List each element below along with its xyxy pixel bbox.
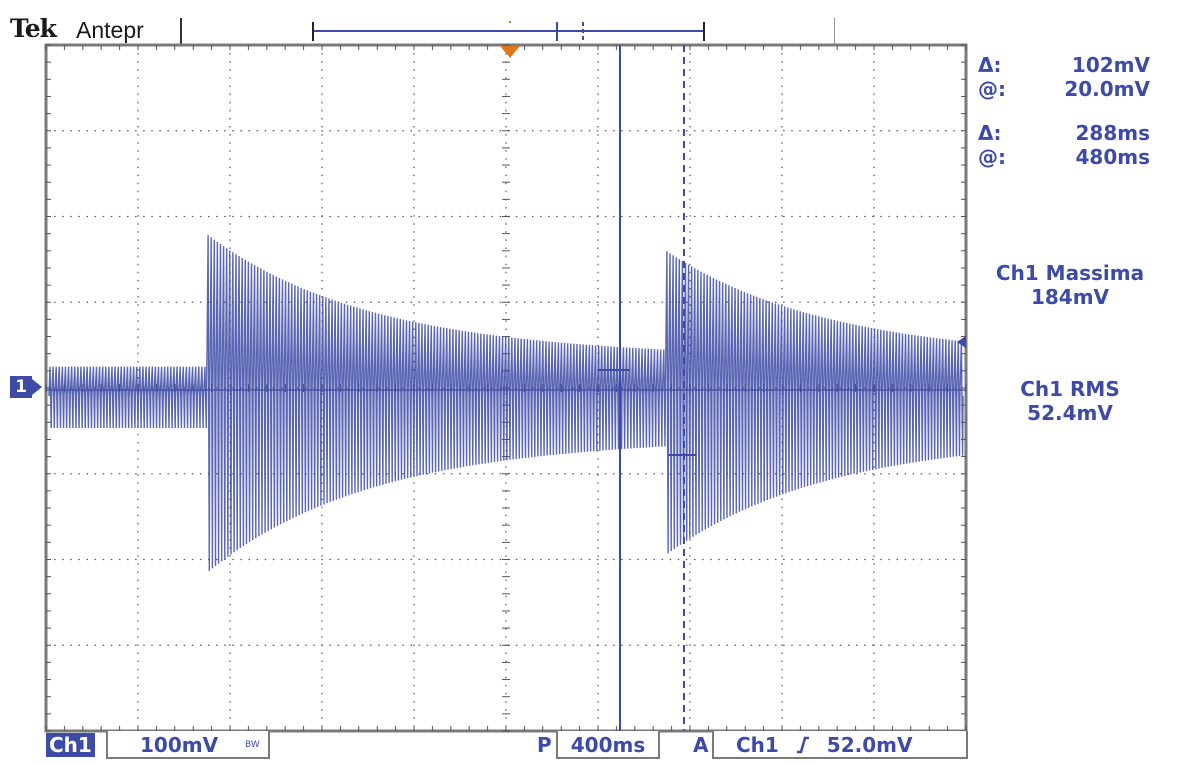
channel-indicator[interactable]: Ch1 <box>46 731 95 759</box>
channel1-ground-marker[interactable]: 1 <box>10 376 42 398</box>
brand-logo: Tek <box>10 14 57 43</box>
trigger-level: 52.0mV <box>826 733 913 757</box>
time-per-div[interactable]: 400ms <box>556 731 660 759</box>
voltage-at-readout: @: 20.0mV <box>978 78 1150 100</box>
mode-box <box>180 18 835 45</box>
acquisition-mode: Antepr <box>76 17 144 43</box>
screen-markers <box>500 46 966 348</box>
time-per-div-value: 400ms <box>570 733 646 757</box>
record-view-bar <box>312 21 705 41</box>
trigger-label: A <box>693 733 709 757</box>
delta-label: Δ: <box>978 121 1002 145</box>
bandwidth-limit-icon: BW <box>245 740 260 750</box>
trigger-settings[interactable]: Ch1 52.0mV <box>712 731 968 759</box>
measurement-rms-label: Ch1 RMS <box>1020 377 1120 401</box>
cursor-lines[interactable] <box>598 45 696 731</box>
time-at-value: 480ms <box>1075 145 1151 169</box>
voltage-at-value: 20.0mV <box>1064 77 1150 101</box>
position-label: P <box>537 733 552 757</box>
time-at-readout: @: 480ms <box>978 146 1150 168</box>
voltage-delta-value: 102mV <box>1071 53 1150 77</box>
rising-edge-icon <box>786 731 820 759</box>
channel-tag: Ch1 <box>46 733 95 757</box>
measurement-rms-value: 52.4mV <box>1027 401 1113 425</box>
trigger-position-marker <box>500 46 520 58</box>
waveform-path <box>48 235 964 571</box>
delta-label: Δ: <box>978 53 1002 77</box>
measurement-max-value: 184mV <box>1030 285 1110 309</box>
trigger-level-marker <box>957 336 966 348</box>
at-label: @: <box>978 77 1006 101</box>
at-label: @: <box>978 145 1006 169</box>
volts-per-div[interactable]: 100mV BW <box>106 731 270 759</box>
trigger-source: Ch1 <box>736 733 779 757</box>
time-delta-readout: Δ: 288ms <box>978 122 1150 144</box>
measurement-max-label: Ch1 Massima <box>995 261 1145 285</box>
time-delta-value: 288ms <box>1075 121 1151 145</box>
voltage-delta-readout: Δ: 102mV <box>978 54 1150 76</box>
volts-per-div-value: 100mV <box>140 733 219 757</box>
waveform-trace <box>46 235 966 571</box>
